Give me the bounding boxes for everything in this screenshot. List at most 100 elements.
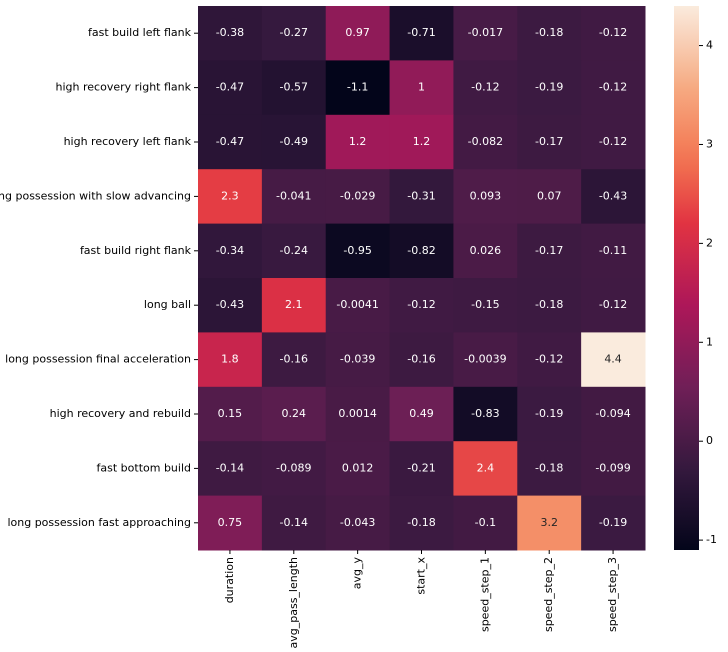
cell-annotation: -0.49	[280, 135, 308, 148]
y-tick-label: long possession with slow advancing	[0, 189, 191, 202]
y-tick-label: high recovery right flank	[56, 81, 192, 94]
heatmap-cell	[453, 386, 518, 442]
heatmap-cell	[261, 441, 327, 497]
heatmap-cell	[517, 223, 582, 279]
heatmap-cell	[389, 60, 454, 116]
heatmap-cell	[517, 278, 582, 333]
cell-annotation: 0.093	[470, 189, 502, 202]
heatmap-cell	[325, 169, 391, 225]
heatmap-cell	[261, 60, 327, 116]
x-tick-label: duration	[223, 557, 236, 603]
cell-annotation: -0.16	[407, 353, 435, 366]
heatmap-cell	[517, 114, 582, 170]
heatmap-cell	[581, 6, 646, 61]
cell-annotation: -0.0039	[464, 353, 506, 366]
y-tick-label: high recovery and rebuild	[50, 407, 191, 420]
cell-annotation: -0.43	[216, 298, 244, 311]
cell-annotation: -0.19	[535, 407, 563, 420]
cell-annotation: 0.026	[470, 244, 502, 257]
x-tick-label: start_x	[415, 557, 428, 595]
heatmap-cell	[198, 60, 263, 116]
heatmap-cell	[453, 114, 518, 170]
heatmap-cell	[581, 495, 646, 551]
heatmap-cell	[517, 169, 582, 225]
cell-annotation: -0.12	[407, 298, 435, 311]
cell-annotation: -0.19	[599, 516, 627, 529]
cell-annotation: -0.18	[535, 298, 563, 311]
cell-annotation: -0.43	[599, 189, 627, 202]
heatmap-cell	[198, 223, 263, 279]
heatmap-cell	[581, 441, 646, 497]
heatmap-cell	[198, 495, 263, 551]
heatmap-cell	[581, 386, 646, 442]
cell-annotation: -0.12	[535, 353, 563, 366]
colorbar-tick-label: 3	[706, 137, 713, 150]
heatmap-cell	[389, 332, 454, 388]
cell-annotation: -0.043	[340, 516, 375, 529]
cell-annotation: 0.07	[537, 189, 562, 202]
heatmap-cell	[389, 441, 454, 497]
cell-annotation: -0.12	[599, 26, 627, 39]
y-tick-label: long possession final acceleration	[5, 353, 191, 366]
y-tick-label: fast build right flank	[80, 244, 192, 257]
cell-annotation: -0.71	[407, 26, 435, 39]
heatmap-cell	[325, 6, 391, 61]
heatmap-cell	[453, 278, 518, 333]
y-tick-label: long possession fast approaching	[7, 516, 191, 529]
colorbar-tick-label: 0	[706, 434, 713, 447]
cell-annotation: -0.34	[216, 244, 244, 257]
heatmap-cell	[261, 278, 327, 333]
cell-annotation: -0.082	[468, 135, 503, 148]
heatmap-cell	[581, 332, 646, 388]
cell-annotation: -0.11	[599, 244, 627, 257]
heatmap-cell	[517, 60, 582, 116]
cell-annotation: -0.16	[280, 353, 308, 366]
colorbar-tick-label: 1	[706, 335, 713, 348]
heatmap-cell	[453, 169, 518, 225]
heatmap-cell	[453, 441, 518, 497]
colorbar-tick-label: 2	[706, 236, 713, 249]
cell-annotation: -1.1	[347, 81, 368, 94]
cell-annotation: -0.27	[280, 26, 308, 39]
colorbar-tick-label: 4	[706, 39, 713, 52]
cell-annotation: 0.15	[218, 407, 243, 420]
heatmap-cell	[581, 169, 646, 225]
heatmap-cell	[198, 278, 263, 333]
cell-annotation: -0.19	[535, 81, 563, 94]
heatmap-cell	[325, 332, 391, 388]
cell-annotation: -0.12	[599, 81, 627, 94]
cell-annotation: 3.2	[540, 516, 558, 529]
heatmap-cell	[581, 223, 646, 279]
cell-annotation: 2.3	[221, 189, 239, 202]
y-tick-label: high recovery left flank	[64, 135, 192, 148]
heatmap-cell	[198, 441, 263, 497]
heatmap-cell	[261, 169, 327, 225]
cell-annotation: -0.029	[340, 189, 375, 202]
cell-annotation: 1	[418, 81, 425, 94]
heatmap-cell	[389, 223, 454, 279]
heatmap-cell	[517, 6, 582, 61]
heatmap-cell	[581, 278, 646, 333]
cell-annotation: -0.017	[468, 26, 503, 39]
heatmap-cell	[389, 169, 454, 225]
cell-annotation: 4.4	[604, 353, 622, 366]
cell-annotation: -0.18	[535, 26, 563, 39]
cell-annotation: 0.24	[282, 407, 307, 420]
heatmap-cell	[325, 495, 391, 551]
y-tick-label: fast build left flank	[88, 26, 192, 39]
cell-annotation: -0.15	[471, 298, 499, 311]
heatmap-cell	[198, 332, 263, 388]
cell-annotation: 0.0014	[338, 407, 377, 420]
heatmap-cell	[325, 114, 391, 170]
heatmap-cell	[325, 223, 391, 279]
heatmap-cell	[453, 332, 518, 388]
heatmap-cell	[517, 386, 582, 442]
heatmap-cell	[261, 386, 327, 442]
heatmap-cell	[453, 6, 518, 61]
cell-annotation: -0.17	[535, 244, 563, 257]
cell-annotation: 0.75	[218, 516, 243, 529]
cell-annotation: -0.47	[216, 81, 244, 94]
heatmap-cell	[325, 386, 391, 442]
cell-annotation: -0.18	[407, 516, 435, 529]
heatmap-cell	[261, 114, 327, 170]
